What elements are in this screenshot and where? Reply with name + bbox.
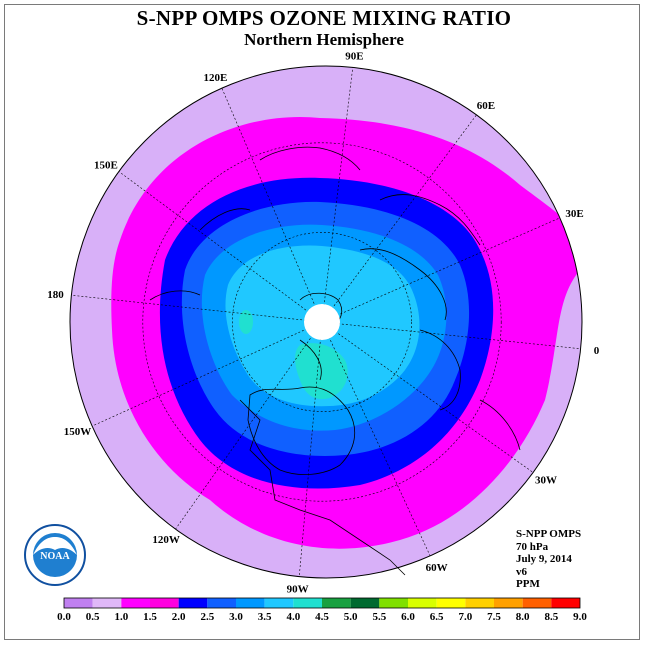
colorbar-tick-label: 7.0 — [458, 611, 472, 623]
coastlines — [149, 146, 521, 576]
noaa-logo-text: NOAA — [40, 551, 70, 562]
colorbar-swatch — [379, 598, 408, 608]
meridian-line — [321, 67, 354, 323]
colorbar-swatch — [465, 598, 494, 608]
info-level: 70 hPa — [516, 540, 549, 553]
colorbar-swatch — [350, 598, 380, 608]
meridian-line — [321, 114, 477, 323]
colorbar-tick-label: 0.5 — [86, 611, 100, 623]
colorbar-swatch — [150, 598, 179, 608]
colorbar-swatch — [551, 598, 580, 608]
colorbar-swatch — [322, 598, 351, 608]
colorbar-tick-label: 7.5 — [487, 611, 501, 623]
meridian-line — [321, 321, 431, 556]
colorbar-swatch — [64, 598, 93, 608]
longitude-label: 120E — [203, 72, 227, 84]
longitude-label: 120W — [152, 534, 180, 546]
meridian-line — [321, 321, 581, 350]
colorbar-swatch — [264, 598, 294, 608]
latitude-circle — [142, 142, 502, 502]
colorbar-tick-label: 8.0 — [516, 611, 530, 623]
longitude-label: 150W — [64, 426, 92, 438]
map-title: S-NPP OMPS OZONE MIXING RATIO — [136, 6, 512, 30]
colorbar-swatch — [207, 598, 236, 608]
map-subtitle: Northern Hemisphere — [244, 30, 404, 49]
longitude-label: 180 — [47, 289, 64, 301]
noaa-logo-bird — [33, 537, 77, 555]
colorbar-swatch — [92, 598, 122, 608]
field-band-3.5-patch — [239, 310, 253, 334]
colorbar-swatch — [236, 598, 265, 608]
info-units: PPM — [516, 578, 540, 590]
longitude-label: 150E — [94, 159, 118, 171]
longitude-label: 60W — [426, 562, 448, 574]
longitude-labels: 90E 60E 30E 0 30W 60W 90W 120W 150W 180 150E 120E — [47, 50, 600, 595]
meridian-line — [321, 217, 560, 323]
colorbar-tick-label: 6.0 — [401, 611, 415, 623]
colorbar-swatch — [121, 598, 150, 608]
longitude-label: 60E — [477, 100, 495, 112]
meridian-line — [321, 321, 534, 473]
image-frame — [4, 4, 640, 640]
longitude-label: 90E — [345, 50, 363, 62]
colorbar-tick-label: 5.5 — [372, 611, 386, 623]
info-version: v6 — [516, 565, 527, 578]
colorbar-tick-label: 2.5 — [200, 611, 214, 623]
info-box: S-NPP OMPS 70 hPa July 9, 2014 v6 PPM — [516, 528, 581, 591]
noaa-logo: NOAA — [24, 524, 86, 586]
colorbar-swatch — [522, 598, 552, 608]
colorbar-tick-label: 1.0 — [114, 611, 128, 623]
colorbar-tick-label: 4.0 — [286, 611, 300, 623]
colorbar-border — [63, 597, 581, 609]
colorbar-tick-label: 3.5 — [258, 611, 272, 623]
colorbar-swatch — [178, 598, 208, 608]
colorbar: 0.0 0.5 1.0 1.5 2.0 2.5 3.0 3.5 4.0 4.5 5.0 5.5 6.0 6… — [57, 597, 587, 623]
colorbar-swatch — [293, 598, 322, 608]
colorbar-tick-label: 1.5 — [143, 611, 157, 623]
longitude-label: 90W — [287, 584, 309, 596]
colorbar-tick-label: 2.0 — [172, 611, 186, 623]
colorbar-swatch — [408, 598, 437, 608]
colorbar-tick-label: 9.0 — [573, 611, 587, 623]
longitude-label: 30E — [565, 208, 583, 220]
colorbar-tick-label: 6.5 — [430, 611, 444, 623]
colorbar-tick-label: 4.5 — [315, 611, 329, 623]
colorbar-swatch — [436, 598, 466, 608]
info-date: July 9, 2014 — [516, 553, 572, 565]
polar-no-data — [304, 304, 340, 340]
colorbar-tick-label: 0.0 — [57, 611, 71, 623]
latitude-circle — [232, 232, 412, 412]
colorbar-tick-label: 5.0 — [344, 611, 358, 623]
longitude-label: 0 — [594, 345, 600, 357]
colorbar-swatch — [494, 598, 523, 608]
graticule — [71, 67, 581, 577]
map-boundary — [69, 65, 583, 579]
colorbar-tick-label: 3.0 — [229, 611, 243, 623]
meridian-line — [298, 321, 323, 577]
colorbar-tick-label: 8.5 — [544, 611, 558, 623]
longitude-label: 30W — [535, 475, 557, 487]
info-instrument: S-NPP OMPS — [516, 528, 582, 540]
